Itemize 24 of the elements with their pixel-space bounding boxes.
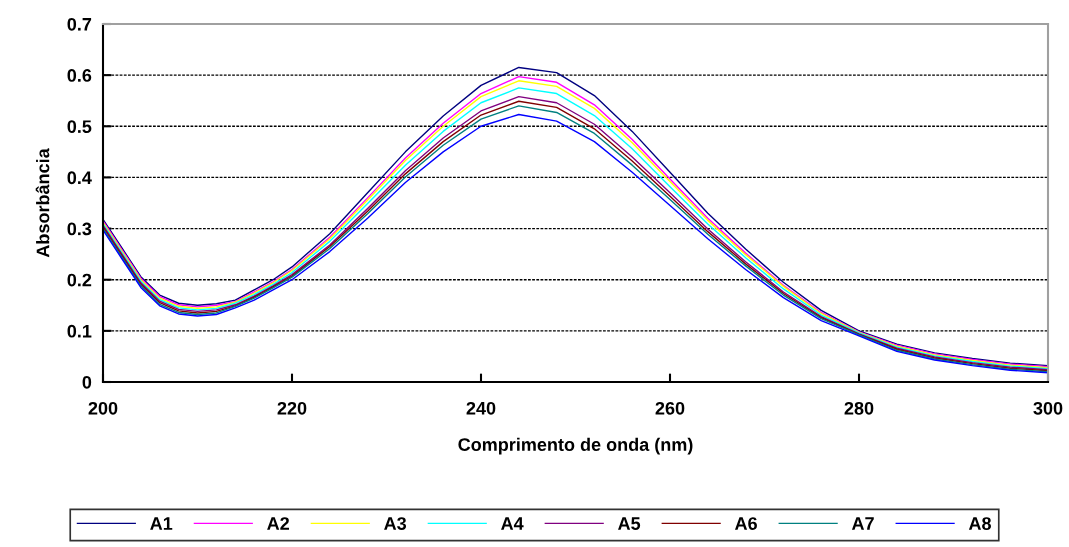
y-tick-label: 0.5 [67,120,92,134]
x-tick-label: 240 [466,401,496,415]
x-axis-title: Comprimento de onda (nm) [458,437,693,455]
y-tick-label: 0.7 [67,17,92,31]
legend-label: A1 [150,517,173,530]
x-tick-label: 200 [88,401,118,415]
x-tick-label: 220 [277,401,307,415]
y-tick-label: 0.4 [67,171,92,185]
x-tick-label: 280 [844,401,874,415]
x-tick-label: 300 [1033,401,1063,415]
legend-label: A7 [851,517,874,530]
y-tick-label: 0.2 [67,273,92,287]
legend-label: A8 [968,517,991,530]
legend-label: A3 [384,517,407,530]
legend-label: A2 [267,517,290,530]
y-tick-label: 0.6 [67,69,92,82]
y-tick-label: 0.3 [67,222,92,236]
x-tick-label: 260 [655,401,685,415]
y-tick-label: 0.1 [67,324,92,338]
y-tick-label: 0 [82,375,92,389]
legend-label: A5 [618,517,641,530]
y-axis-title: Absorbância [35,148,50,258]
legend-label: A6 [734,517,757,530]
legend-label: A4 [501,517,524,530]
